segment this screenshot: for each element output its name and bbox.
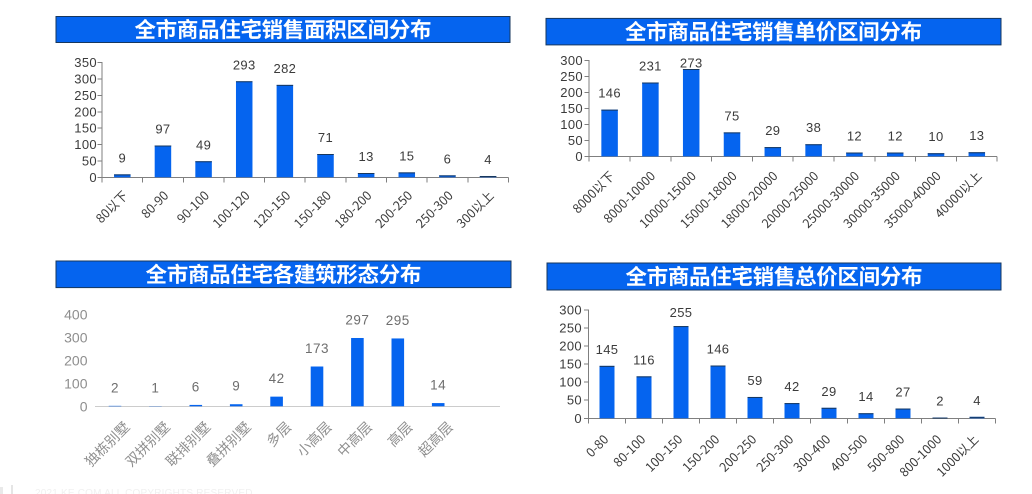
- svg-text:97: 97: [155, 122, 170, 137]
- svg-text:29: 29: [765, 123, 780, 138]
- svg-text:146: 146: [707, 342, 730, 357]
- svg-text:150: 150: [559, 357, 582, 372]
- svg-text:173: 173: [305, 341, 329, 356]
- svg-text:50: 50: [568, 133, 583, 148]
- svg-text:13: 13: [359, 149, 374, 164]
- svg-text:0: 0: [574, 411, 582, 426]
- svg-text:300: 300: [559, 302, 582, 317]
- svg-text:100: 100: [74, 137, 97, 152]
- svg-text:2: 2: [936, 394, 944, 409]
- svg-text:300: 300: [64, 329, 88, 345]
- svg-text:350: 350: [74, 55, 97, 70]
- svg-text:71: 71: [318, 130, 333, 145]
- svg-text:42: 42: [269, 371, 285, 386]
- svg-text:273: 273: [680, 55, 703, 70]
- svg-text:250: 250: [560, 69, 583, 84]
- svg-text:27: 27: [895, 385, 910, 400]
- svg-text:50: 50: [567, 393, 582, 408]
- svg-text:9: 9: [232, 379, 240, 394]
- svg-text:38: 38: [806, 120, 821, 135]
- svg-text:200: 200: [64, 352, 88, 368]
- svg-text:116: 116: [633, 352, 655, 367]
- svg-text:49: 49: [196, 137, 211, 152]
- svg-text:14: 14: [858, 389, 873, 404]
- svg-text:12: 12: [847, 129, 862, 144]
- svg-text:300: 300: [74, 72, 97, 87]
- svg-text:6: 6: [444, 151, 452, 166]
- svg-text:75: 75: [724, 108, 739, 123]
- svg-text:400: 400: [64, 306, 88, 322]
- svg-text:59: 59: [747, 373, 762, 388]
- svg-text:14: 14: [430, 378, 446, 393]
- svg-text:231: 231: [639, 58, 662, 73]
- svg-text:200: 200: [74, 104, 97, 119]
- svg-text:50: 50: [82, 153, 97, 168]
- svg-text:100: 100: [64, 375, 88, 391]
- svg-text:42: 42: [784, 379, 799, 394]
- svg-text:282: 282: [273, 61, 296, 76]
- svg-text:0: 0: [89, 170, 97, 185]
- svg-text:150: 150: [560, 101, 583, 116]
- svg-text:297: 297: [345, 312, 369, 327]
- svg-text:255: 255: [670, 305, 693, 320]
- svg-text:2021 KE.COM ALL COPYRIGHTS RES: 2021 KE.COM ALL COPYRIGHTS RESERVED: [35, 488, 253, 494]
- svg-text:250: 250: [559, 320, 582, 335]
- svg-text:146: 146: [598, 86, 621, 101]
- svg-text:12: 12: [888, 129, 903, 144]
- svg-text:145: 145: [596, 342, 619, 357]
- svg-text:150: 150: [74, 121, 97, 136]
- svg-text:0: 0: [575, 149, 583, 164]
- svg-text:200: 200: [560, 85, 583, 100]
- svg-text:293: 293: [233, 58, 256, 73]
- svg-text:100: 100: [560, 117, 583, 132]
- svg-text:9: 9: [119, 150, 127, 165]
- svg-text:2: 2: [111, 380, 119, 395]
- svg-text:295: 295: [386, 313, 410, 328]
- svg-text:10: 10: [928, 129, 943, 144]
- svg-text:0: 0: [80, 398, 88, 414]
- svg-text:4: 4: [484, 152, 492, 167]
- svg-text:100: 100: [559, 375, 582, 390]
- svg-text:250: 250: [74, 88, 97, 103]
- svg-text:15: 15: [399, 148, 414, 163]
- svg-text:1: 1: [151, 381, 159, 396]
- svg-text:29: 29: [821, 384, 836, 399]
- svg-text:4: 4: [973, 393, 981, 408]
- svg-text:6: 6: [192, 379, 200, 394]
- svg-text:13: 13: [969, 128, 984, 143]
- svg-text:200: 200: [559, 338, 582, 353]
- svg-text:300: 300: [560, 53, 583, 68]
